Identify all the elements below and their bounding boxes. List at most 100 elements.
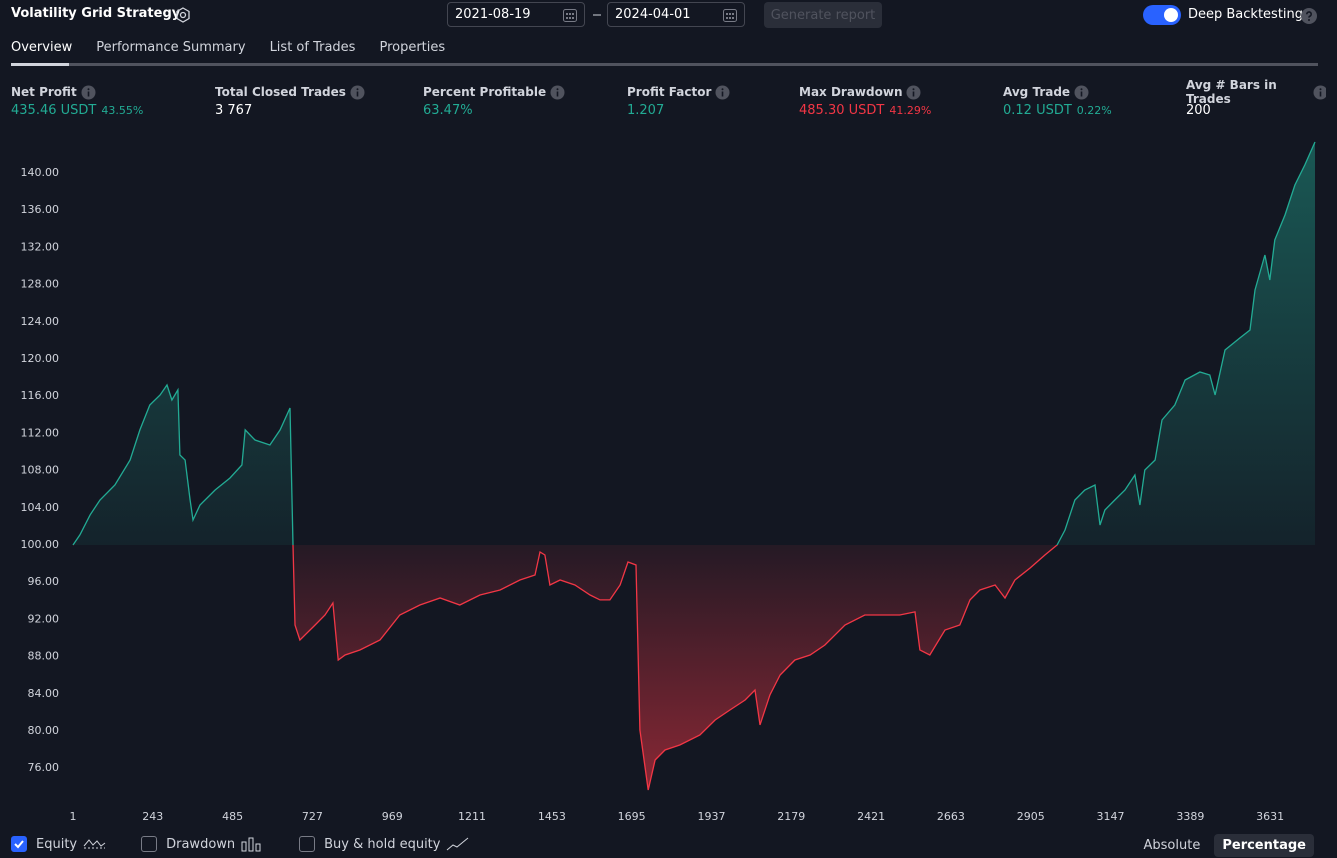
x-tick-label: 969 bbox=[382, 810, 403, 823]
date-separator bbox=[593, 14, 601, 16]
info-icon[interactable] bbox=[1313, 85, 1326, 100]
equity-checkbox[interactable]: Equity bbox=[11, 836, 107, 852]
deep-backtesting-toggle[interactable] bbox=[1143, 5, 1181, 25]
metric: Percent Profitable 63.47% bbox=[423, 84, 627, 118]
equity-icon bbox=[83, 839, 106, 849]
metric-label-row: Total Closed Trades bbox=[215, 84, 423, 100]
info-icon[interactable] bbox=[715, 85, 730, 100]
checkbox-label: Drawdown bbox=[166, 836, 236, 852]
settings-icon[interactable] bbox=[175, 7, 191, 23]
y-tick-label: 128.00 bbox=[21, 278, 60, 291]
tab-bar: Overview Performance Summary List of Trade… bbox=[11, 40, 469, 55]
mode-button[interactable]: Absolute bbox=[1143, 838, 1201, 853]
mode-switch: Absolute Percentage bbox=[1130, 834, 1314, 857]
metric-label: Max Drawdown bbox=[799, 85, 903, 99]
y-tick-label: 136.00 bbox=[21, 203, 60, 216]
metric-label-row: Profit Factor bbox=[627, 84, 799, 100]
x-tick-label: 1211 bbox=[458, 810, 486, 823]
x-tick-label: 1937 bbox=[697, 810, 725, 823]
y-tick-label: 112.00 bbox=[21, 426, 60, 439]
y-tick-label: 84.00 bbox=[28, 687, 60, 700]
metric-value: 1.207 bbox=[627, 103, 665, 118]
metrics-row: Net Profit 435.46 USDT 43.55% Total Closed … bbox=[11, 78, 1326, 118]
x-tick-label: 2663 bbox=[937, 810, 965, 823]
y-tick-label: 116.00 bbox=[21, 389, 60, 402]
x-tick-label: 3147 bbox=[1097, 810, 1125, 823]
metric: Total Closed Trades 3 767 bbox=[215, 84, 423, 118]
metric-value-row: 3 767 bbox=[215, 103, 423, 118]
metric-label: Total Closed Trades bbox=[215, 85, 346, 99]
tab[interactable]: Performance Summary bbox=[96, 40, 246, 55]
metric-value-row: 63.47% bbox=[423, 103, 627, 118]
metric-value: 200 bbox=[1186, 103, 1211, 118]
y-tick-label: 76.00 bbox=[28, 761, 60, 774]
metric-value-row: 435.46 USDT 43.55% bbox=[11, 103, 215, 118]
calendar-icon bbox=[563, 9, 577, 22]
strategy-title: Volatility Grid Strategy bbox=[11, 6, 181, 21]
metric-extra: 0.22% bbox=[1076, 104, 1112, 117]
info-icon[interactable] bbox=[81, 85, 96, 100]
info-icon[interactable] bbox=[550, 85, 565, 100]
metric-label: Net Profit bbox=[11, 85, 77, 99]
date-from-input[interactable]: 2021-08-19 bbox=[447, 2, 585, 27]
metric-label-row: Percent Profitable bbox=[423, 84, 627, 100]
metric-label: Profit Factor bbox=[627, 85, 712, 99]
checkbox-label: Buy & hold equity bbox=[324, 836, 441, 852]
y-tick-label: 104.00 bbox=[21, 501, 60, 514]
metric-label: Percent Profitable bbox=[423, 85, 547, 99]
mode-button[interactable]: Percentage bbox=[1214, 834, 1314, 857]
series-checkbox[interactable]: Drawdown bbox=[141, 836, 265, 852]
metric-value: 0.12 USDT bbox=[1003, 103, 1072, 118]
active-tab-indicator bbox=[11, 63, 69, 66]
series-icon bbox=[447, 837, 469, 851]
chart-options: Equity Drawdown Buy & hold equity bbox=[11, 836, 504, 852]
metric-label-row: Max Drawdown bbox=[799, 84, 1003, 100]
tab-divider bbox=[11, 63, 1318, 66]
info-icon[interactable] bbox=[350, 85, 365, 100]
x-tick-label: 2905 bbox=[1017, 810, 1045, 823]
checkbox bbox=[299, 836, 316, 852]
x-tick-label: 2421 bbox=[857, 810, 885, 823]
y-tick-label: 80.00 bbox=[28, 724, 60, 737]
help-icon[interactable] bbox=[1301, 8, 1317, 24]
metric-label-row: Avg Trade bbox=[1003, 84, 1186, 100]
tab[interactable]: List of Trades bbox=[269, 40, 356, 55]
metric-value: 3 767 bbox=[215, 103, 253, 118]
calendar-icon bbox=[723, 9, 737, 22]
deep-backtesting-label: Deep Backtesting bbox=[1188, 7, 1304, 22]
y-tick-label: 132.00 bbox=[21, 240, 60, 253]
equity-line bbox=[72, 141, 1316, 791]
date-to: 2024-04-01 bbox=[615, 7, 691, 22]
x-tick-label: 1 bbox=[70, 810, 77, 823]
tab[interactable]: Properties bbox=[379, 40, 446, 55]
metric: Net Profit 435.46 USDT 43.55% bbox=[11, 84, 215, 118]
metric-label-row: Avg # Bars in Trades bbox=[1186, 78, 1326, 106]
date-from: 2021-08-19 bbox=[455, 7, 531, 22]
date-to-input[interactable]: 2024-04-01 bbox=[607, 2, 745, 27]
metric-value-row: 485.30 USDT 41.29% bbox=[799, 103, 1003, 118]
checkbox bbox=[141, 836, 158, 852]
equity-area bbox=[73, 142, 1315, 790]
x-tick-label: 727 bbox=[302, 810, 323, 823]
y-tick-label: 108.00 bbox=[21, 464, 60, 477]
x-tick-label: 1453 bbox=[538, 810, 566, 823]
metric: Avg # Bars in Trades 200 bbox=[1186, 78, 1326, 118]
metric: Max Drawdown 485.30 USDT 41.29% bbox=[799, 84, 1003, 118]
tab[interactable]: Overview bbox=[11, 40, 73, 55]
info-icon[interactable] bbox=[1074, 85, 1089, 100]
series-checkbox[interactable]: Buy & hold equity bbox=[299, 836, 470, 852]
metric: Avg Trade 0.12 USDT 0.22% bbox=[1003, 84, 1186, 118]
generate-report-button[interactable]: Generate report bbox=[764, 2, 882, 28]
metric-value: 63.47% bbox=[423, 103, 473, 118]
metric-value-row: 0.12 USDT 0.22% bbox=[1003, 103, 1186, 118]
metric-extra: 41.29% bbox=[889, 104, 932, 117]
y-tick-label: 140.00 bbox=[21, 166, 60, 179]
metric-label: Avg # Bars in Trades bbox=[1186, 78, 1277, 106]
series-icon bbox=[241, 837, 261, 852]
metric-value-row: 200 bbox=[1186, 103, 1326, 118]
info-icon[interactable] bbox=[906, 85, 921, 100]
y-tick-label: 100.00 bbox=[21, 538, 60, 551]
metric-value: 485.30 USDT bbox=[799, 103, 885, 118]
y-tick-label: 92.00 bbox=[28, 612, 60, 625]
